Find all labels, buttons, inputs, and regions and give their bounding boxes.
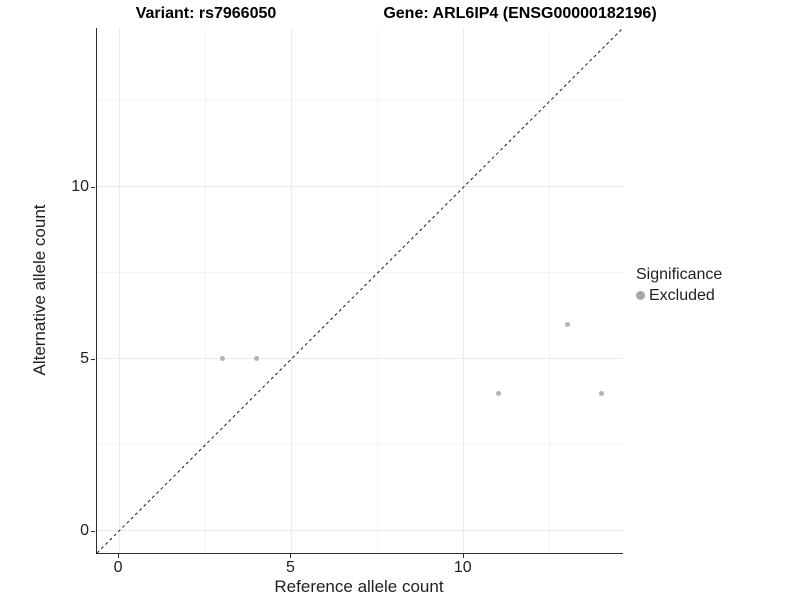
gridline-minor-vertical: [204, 28, 206, 553]
legend-item-label: Excluded: [649, 287, 715, 304]
legend: Significance Excluded: [636, 265, 722, 305]
gridline-major-vertical: [118, 28, 120, 553]
data-point: [254, 356, 260, 362]
y-tick-label: 10: [71, 177, 89, 195]
plot-title-variant: Variant: rs7966050: [135, 5, 277, 22]
x-axis-title: Reference allele count: [274, 577, 444, 596]
data-point: [599, 390, 605, 396]
y-axis-title: Alternative allele count: [30, 204, 49, 376]
gridline-major-vertical: [463, 28, 465, 553]
gridline-minor-horizontal: [97, 444, 623, 446]
y-axis-tick: [91, 530, 95, 532]
gridline-major-horizontal: [97, 186, 623, 188]
gridline-minor-horizontal: [97, 100, 623, 102]
y-axis-tick: [91, 358, 95, 360]
gridline-major-horizontal: [97, 358, 623, 360]
y-tick-label: 0: [80, 521, 89, 539]
gridline-major-horizontal: [97, 530, 623, 532]
y-axis-tick: [91, 186, 95, 188]
gridline-minor-horizontal: [97, 272, 623, 274]
data-point: [219, 356, 225, 362]
gridline-major-vertical: [290, 28, 292, 553]
legend-title: Significance: [636, 266, 723, 283]
y-tick-label: 5: [80, 349, 89, 367]
plot-title-gene: Gene: ARL6IP4 (ENSG00000182196): [383, 5, 657, 22]
x-tick-label: 10: [453, 559, 472, 576]
x-tick-label: 5: [285, 559, 295, 576]
legend-key-dot-icon: [636, 291, 645, 300]
x-axis-tick: [462, 554, 464, 558]
gridline-minor-vertical: [377, 28, 379, 553]
gridline-minor-vertical: [549, 28, 551, 553]
x-axis-tick: [118, 554, 120, 558]
x-tick-label: 0: [113, 559, 123, 576]
x-axis-tick: [290, 554, 292, 558]
data-point: [495, 390, 501, 396]
identity-reference-line: [96, 27, 624, 554]
legend-item-excluded: Excluded: [636, 286, 722, 305]
plot-panel: [96, 27, 624, 554]
data-point: [564, 322, 570, 328]
